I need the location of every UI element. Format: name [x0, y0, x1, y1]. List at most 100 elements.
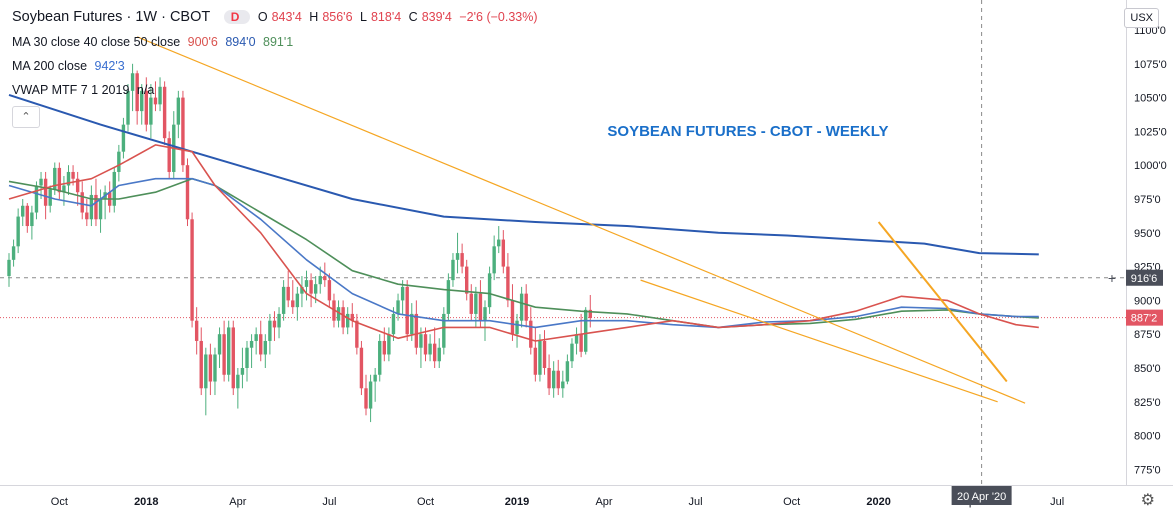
trendline[interactable]	[640, 279, 998, 403]
candle-body	[268, 320, 272, 341]
candle-body	[588, 309, 592, 318]
candle-body	[185, 165, 190, 220]
candle-body	[474, 293, 478, 314]
candle-body	[213, 354, 217, 382]
interval-badge[interactable]: D	[223, 10, 251, 24]
candle-body	[25, 205, 30, 227]
candle-body	[378, 340, 382, 375]
trendline[interactable]	[877, 221, 1008, 383]
candle-body	[538, 340, 542, 375]
ohlc-open-value: 843'4	[271, 10, 302, 24]
chevron-up-icon: ⌃	[21, 111, 31, 123]
candle-body	[263, 340, 268, 355]
last-price-tag	[1126, 309, 1163, 326]
candle-body	[561, 381, 565, 389]
candle-body	[254, 334, 258, 341]
ohlc-open-label: O	[257, 10, 268, 24]
candle-body	[327, 280, 332, 301]
y-tick-label: 1100'0	[1134, 25, 1166, 37]
candle-body	[414, 313, 419, 348]
ohlc-low-label: L	[360, 10, 367, 24]
candle-body	[542, 340, 547, 368]
candle-body	[85, 212, 89, 220]
ma30-line	[8, 144, 1039, 342]
candle-body	[400, 286, 405, 301]
x-tick-label: 2018	[134, 496, 158, 508]
chart-title-annotation[interactable]: SOYBEAN FUTURES - CBOT - WEEKLY	[607, 123, 888, 140]
candle-body	[465, 266, 469, 294]
candle-body	[469, 293, 473, 314]
candle-body	[153, 97, 158, 105]
candle-body	[529, 320, 533, 348]
candle-body	[364, 388, 368, 409]
trendline[interactable]	[136, 36, 1026, 404]
candle-body	[451, 259, 455, 281]
y-tick-label: 775'0	[1134, 464, 1161, 476]
candle-body	[341, 307, 345, 328]
legend-collapse-button[interactable]: ⌃	[12, 106, 40, 128]
x-tick-label: Oct	[51, 496, 68, 508]
candle-body	[336, 307, 341, 321]
gear-icon[interactable]: ⚙	[1140, 492, 1155, 509]
candle-body	[565, 361, 570, 382]
candle-body	[519, 293, 524, 321]
y-tick-label: 850'0	[1134, 363, 1161, 375]
candle-body	[309, 280, 313, 294]
ma50-line	[8, 177, 1039, 329]
candle-body	[75, 178, 80, 193]
ma200-line	[8, 93, 1039, 256]
y-tick-label: 1050'0	[1134, 93, 1167, 105]
ma200-label: MA 200 close	[12, 59, 88, 73]
candle-body	[144, 90, 149, 125]
candle-body	[478, 293, 483, 321]
y-tick-label: 950'0	[1134, 228, 1161, 240]
candle-body	[396, 300, 400, 314]
candle-body	[281, 286, 286, 314]
candle-body	[140, 90, 144, 112]
ohlc-close-label: C	[408, 10, 418, 24]
vwap-value: n/a	[136, 83, 155, 97]
x-tick-label: Jul	[689, 496, 703, 508]
candle-body	[11, 246, 16, 260]
y-tick-label: 1025'0	[1134, 126, 1167, 138]
candle-body	[432, 343, 437, 362]
ohlc-low-value: 818'4	[370, 10, 402, 24]
legend-ma-row[interactable]: MA 30 close 40 close 50 close 900'6 894'…	[12, 35, 297, 49]
candle-body	[524, 293, 528, 321]
candle-body	[245, 347, 249, 368]
legend-symbol-row: Soybean Futures · 1W · CBOT D O 843'4 H 85…	[12, 9, 542, 25]
candle-body	[318, 276, 322, 285]
candle-body	[181, 97, 185, 166]
candle-body	[584, 309, 588, 352]
ma-label: MA 30 close 40 close 50 close	[12, 35, 181, 49]
candle-body	[487, 273, 492, 308]
y-tick-label: 825'0	[1134, 397, 1161, 409]
ohlc-close-value: 839'4	[421, 10, 452, 24]
candle-body	[190, 219, 194, 321]
x-tick-label: Apr	[595, 496, 612, 508]
x-tick-label: 2020	[866, 496, 890, 508]
candle-body	[570, 343, 574, 362]
ma50-value: 891'1	[263, 35, 294, 49]
price-scale[interactable]	[1126, 0, 1173, 513]
candle-body	[57, 167, 62, 193]
candle-body	[510, 300, 515, 335]
candle-body	[304, 280, 309, 287]
add-alert-icon[interactable]: +	[1108, 270, 1116, 286]
y-tick-label: 1075'0	[1134, 59, 1167, 71]
candle-body	[98, 199, 103, 220]
candle-body	[355, 320, 359, 348]
candle-body	[277, 313, 281, 328]
x-tick-label: Oct	[783, 496, 800, 508]
candle-body	[313, 284, 318, 294]
currency-button[interactable]: USX	[1124, 8, 1159, 28]
candle-body	[231, 327, 235, 389]
legend-ma200-row[interactable]: MA 200 close 942'3	[12, 59, 129, 73]
candle-body	[259, 334, 263, 355]
crosshair-date-label: 20 Apr '20	[957, 491, 1006, 503]
legend-vwap-row[interactable]: VWAP MTF 7 1 2019 n/a	[12, 83, 158, 97]
ohlc-high-value: 856'6	[322, 10, 353, 24]
candle-body	[217, 334, 222, 355]
candle-body	[149, 97, 153, 125]
